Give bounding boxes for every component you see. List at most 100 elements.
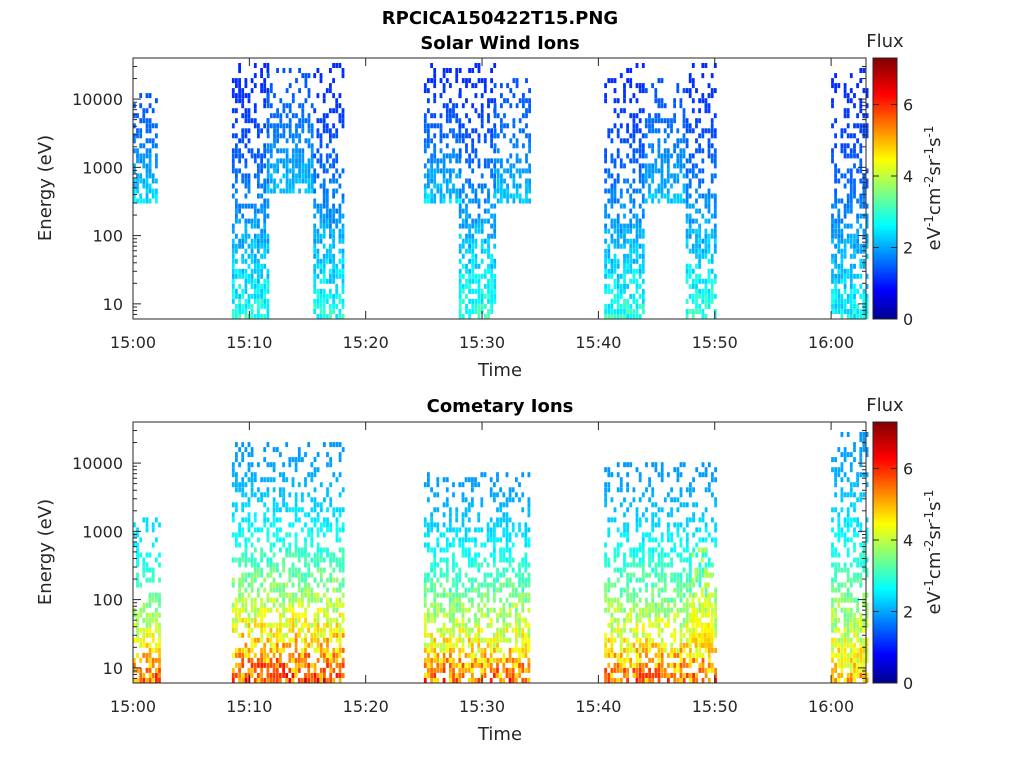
heatmap-cell: [275, 537, 279, 543]
heatmap-cell: [326, 517, 329, 523]
heatmap-cell: [629, 258, 633, 264]
heatmap-cell: [663, 673, 667, 678]
heatmap-cell: [291, 183, 295, 189]
heatmap-cell: [698, 228, 701, 234]
heatmap-cell: [704, 198, 708, 204]
heatmap-cell: [641, 557, 645, 563]
heatmap-cell: [430, 612, 433, 618]
heatmap-cell: [253, 622, 257, 628]
heatmap-cell: [257, 208, 260, 214]
heatmap-cell: [527, 507, 531, 513]
heatmap-cell: [865, 133, 869, 139]
heatmap-cell: [843, 208, 847, 214]
heatmap-cell: [244, 268, 248, 274]
heatmap-cell: [645, 647, 648, 653]
heatmap-cell: [613, 627, 617, 633]
heatmap-cell: [515, 188, 519, 194]
heatmap-cell: [670, 577, 673, 583]
heatmap-cell: [313, 673, 317, 678]
heatmap-cell: [679, 652, 683, 658]
heatmap-cell: [834, 218, 837, 224]
heatmap-cell: [673, 617, 677, 623]
heatmap-cell: [275, 673, 279, 678]
heatmap-cell: [285, 88, 289, 94]
heatmap-cell: [439, 188, 443, 194]
heatmap-cell: [493, 293, 497, 299]
heatmap-cell: [641, 622, 645, 628]
heatmap-cell: [461, 243, 465, 249]
heatmap-cell: [433, 133, 437, 139]
heatmap-cell: [862, 298, 866, 304]
heatmap-cell: [285, 153, 289, 159]
heatmap-cell: [528, 188, 531, 194]
heatmap-cell: [474, 198, 478, 204]
heatmap-cell: [840, 133, 844, 139]
heatmap-cell: [679, 667, 683, 673]
heatmap-cell: [626, 562, 629, 568]
heatmap-cell: [433, 78, 437, 84]
heatmap-cell: [616, 567, 620, 573]
heatmap-cell: [241, 507, 245, 513]
heatmap-cell: [648, 168, 651, 174]
heatmap-cell: [483, 273, 487, 279]
heatmap-cell: [486, 657, 490, 663]
heatmap-cell: [496, 188, 500, 194]
heatmap-cell: [316, 253, 320, 259]
heatmap-cell: [843, 248, 847, 254]
heatmap-cell: [282, 502, 285, 508]
heatmap-cell: [452, 188, 455, 194]
heatmap-cell: [247, 253, 251, 259]
heatmap-cell: [313, 178, 317, 184]
heatmap-cell: [496, 492, 499, 498]
heatmap-cell: [834, 203, 837, 209]
heatmap-cell: [489, 527, 493, 533]
heatmap-cell: [445, 188, 449, 194]
heatmap-cell: [525, 133, 528, 139]
heatmap-cell: [235, 532, 238, 538]
heatmap-cell: [322, 128, 326, 134]
heatmap-cell: [616, 133, 620, 139]
heatmap-cell: [442, 657, 446, 663]
heatmap-cell: [667, 652, 670, 658]
heatmap-cell: [518, 652, 521, 658]
heatmap-cell: [480, 173, 484, 179]
heatmap-cell: [657, 657, 661, 663]
heatmap-cell: [834, 283, 837, 289]
heatmap-cell: [521, 472, 525, 478]
heatmap-cell: [465, 128, 468, 134]
heatmap-cell: [427, 667, 430, 673]
heatmap-cell: [449, 68, 452, 73]
heatmap-cell: [502, 657, 506, 663]
heatmap-cell: [645, 642, 648, 648]
heatmap-cell: [489, 607, 493, 613]
heatmap-cell: [613, 188, 617, 194]
heatmap-cell: [626, 178, 629, 184]
heatmap-cell: [273, 123, 276, 129]
heatmap-cell: [518, 632, 521, 638]
heatmap-cell: [301, 507, 304, 513]
heatmap-cell: [853, 298, 856, 304]
heatmap-cell: [859, 128, 863, 134]
heatmap-cell: [613, 678, 617, 683]
heatmap-cell: [487, 128, 490, 134]
heatmap-cell: [837, 293, 841, 299]
heatmap-cell: [641, 667, 645, 673]
heatmap-cell: [638, 303, 642, 309]
heatmap-cell: [660, 667, 664, 673]
heatmap-cell: [279, 178, 283, 184]
heatmap-cell: [338, 678, 342, 683]
heatmap-cell: [474, 153, 478, 159]
heatmap-cell: [846, 113, 850, 119]
heatmap-cell: [480, 612, 484, 618]
heatmap-cell: [710, 293, 714, 299]
heatmap-cell: [691, 243, 695, 249]
heatmap-cell: [667, 622, 670, 628]
heatmap-cell: [433, 557, 437, 563]
heatmap-cell: [235, 617, 238, 623]
heatmap-cell: [250, 248, 254, 254]
heatmap-cell: [461, 617, 465, 623]
heatmap-cell: [610, 268, 614, 274]
heatmap-cell: [427, 647, 430, 653]
heatmap-cell: [638, 108, 642, 114]
heatmap-cell: [461, 238, 465, 244]
